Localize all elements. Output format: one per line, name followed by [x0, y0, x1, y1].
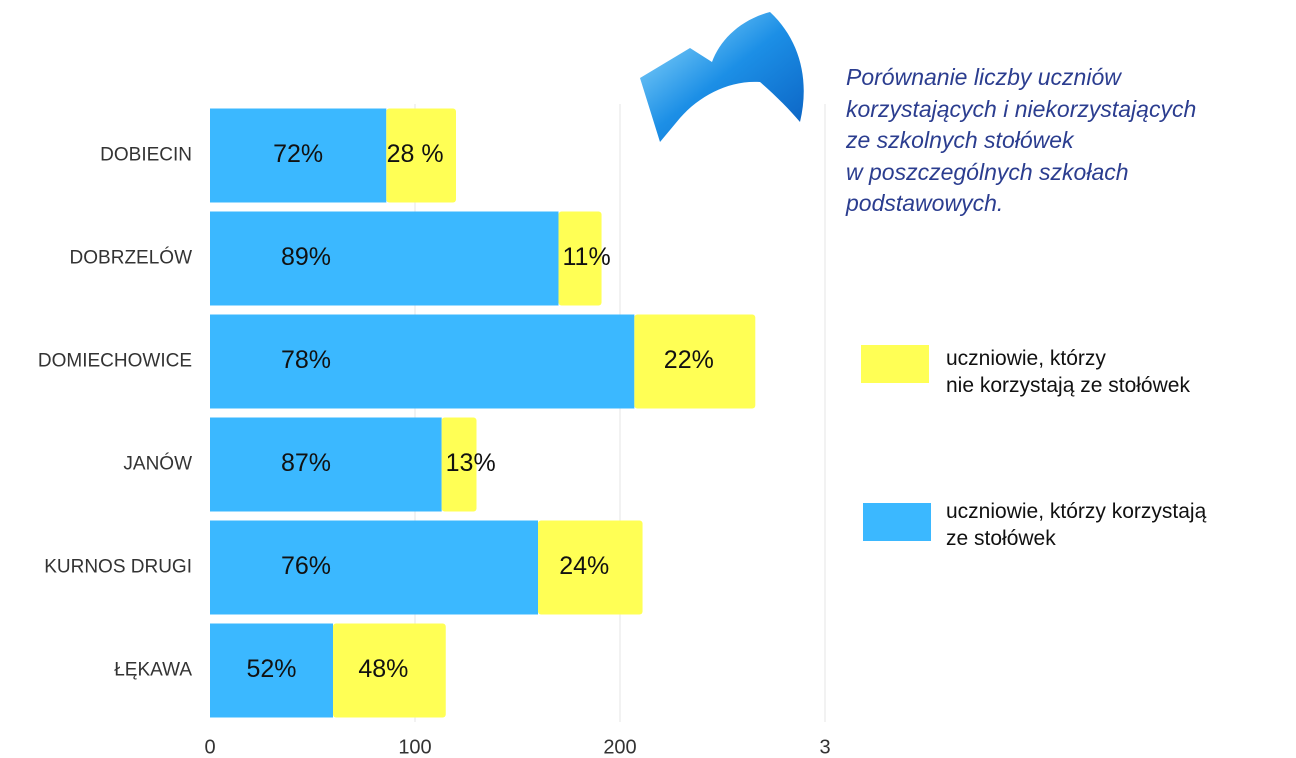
bar-segment — [386, 108, 456, 203]
data-label: 11% — [563, 243, 611, 271]
bar-segment — [333, 623, 446, 718]
bar-segment — [210, 520, 538, 615]
legend-swatch — [861, 345, 929, 383]
bar-segment — [558, 211, 602, 306]
data-label: 52% — [246, 655, 296, 683]
y-tick-label: DOBIECIN — [100, 145, 192, 166]
data-label: 48% — [358, 655, 408, 683]
annotation: Porównanie liczby uczniów korzystających… — [846, 64, 1197, 216]
decor-arrow — [640, 12, 804, 142]
bar-segment — [538, 520, 643, 615]
legend-label: uczniowie, którzy nie korzystają ze stoł… — [946, 347, 1190, 397]
x-tick-label: 100 — [398, 736, 431, 758]
x-tick-label: 0 — [204, 736, 215, 758]
bar-segment — [634, 314, 756, 409]
legend-swatch — [863, 503, 931, 541]
data-label: 89% — [281, 243, 331, 271]
bar-segment — [210, 108, 387, 203]
x-tick-label: 3 — [819, 736, 830, 758]
data-label: 28 % — [387, 140, 444, 168]
data-label: 76% — [281, 552, 331, 580]
data-label: 87% — [281, 449, 331, 477]
data-label: 22% — [664, 346, 714, 374]
data-label: 72% — [273, 140, 323, 168]
y-tick-label: ŁĘKAWA — [114, 660, 192, 681]
data-label: 24% — [559, 552, 609, 580]
legend-label: uczniowie, którzy korzystają ze stołówek — [946, 500, 1207, 550]
y-tick-label: KURNOS DRUGI — [44, 557, 192, 578]
bar-segment — [210, 417, 442, 512]
data-label: 78% — [281, 346, 331, 374]
bar-segment — [210, 623, 333, 718]
y-tick-label: JANÓW — [123, 453, 192, 475]
x-tick-label: 200 — [603, 736, 636, 758]
bar-segment — [441, 417, 477, 512]
y-tick-label: DOMIECHOWICE — [38, 351, 192, 372]
data-label: 13% — [446, 449, 496, 477]
bar-segment — [210, 211, 559, 306]
bar-segment — [210, 314, 635, 409]
y-tick-label: DOBRZELÓW — [70, 247, 193, 269]
